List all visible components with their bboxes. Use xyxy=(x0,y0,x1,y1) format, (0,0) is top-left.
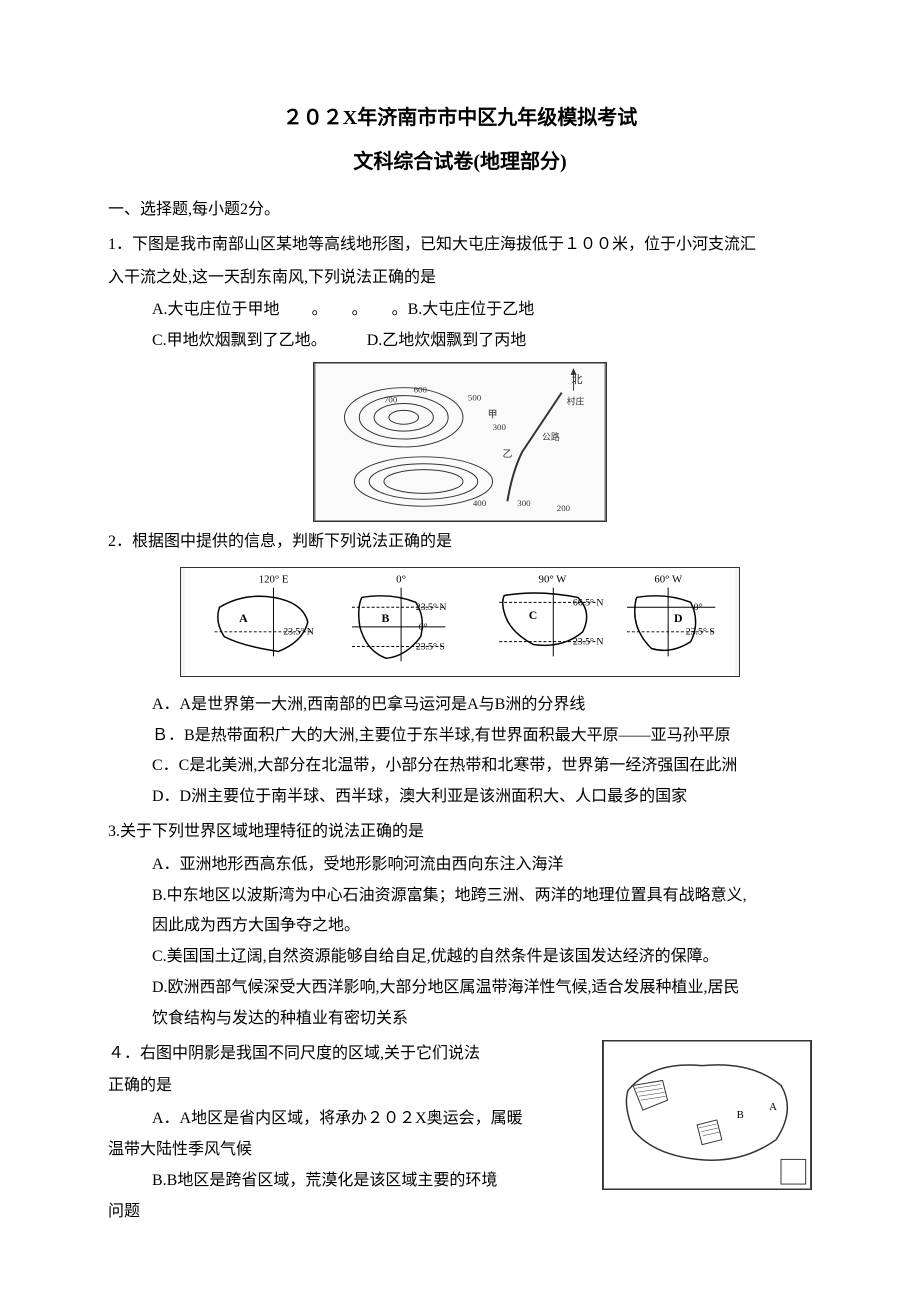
continents-map-icon: 120° E 23.5° N A 0° 23.5° N 0° 23.5° S B xyxy=(181,568,739,676)
q4-china-map-image: B A xyxy=(602,1040,812,1190)
contour-map-icon: 甲 乙 700 600 500 300 400 300 200 北 村庄 公路 xyxy=(314,363,606,521)
q3-stem: 3.关于下列世界区域地理特征的说法正确的是 xyxy=(108,818,812,847)
svg-text:600: 600 xyxy=(414,385,428,395)
svg-text:A: A xyxy=(239,612,248,625)
q4-option-b-line2: 问题 xyxy=(108,1198,812,1227)
svg-text:D: D xyxy=(674,612,683,625)
q2-stem: 2．根据图中提供的信息，判断下列说法正确的是 xyxy=(108,528,812,557)
q3-option-d-line2: 饮食结构与发达的种植业有密切关系 xyxy=(152,1005,812,1034)
question-4: B A ４．右图中阴影是我国不同尺度的区域,关于它们说法 正确的是 A．A地区是… xyxy=(108,1040,812,1229)
q1-option-b: B.大屯庄位于乙地 xyxy=(408,301,535,318)
q1-stem-line2: 入干流之处,这一天刮东南风,下列说法正确的是 xyxy=(108,264,812,293)
svg-text:66.5° N: 66.5° N xyxy=(573,597,604,608)
svg-text:0°: 0° xyxy=(396,574,406,586)
svg-text:700: 700 xyxy=(384,394,398,404)
q1-stem-line1: 1．下图是我市南部山区某地等高线地形图，已知大屯庄海拔低于１００米，位于小河支流… xyxy=(108,231,812,260)
q3-option-a: A．亚洲地形西高东低，受地形影响河流由西向东注入海洋 xyxy=(152,851,812,880)
section-1-header: 一、选择题,每小题2分。 xyxy=(108,196,812,225)
china-map-icon: B A xyxy=(603,1041,811,1189)
q2-option-c: C．C是北美洲,大部分在北温带，小部分在热带和北寒带，世界第一经济强国在此洲 xyxy=(152,752,812,781)
exam-subtitle: 文科综合试卷(地理部分) xyxy=(108,144,812,180)
svg-text:公路: 公路 xyxy=(542,431,560,442)
svg-text:120° E: 120° E xyxy=(259,574,289,586)
q2-continents-image: 120° E 23.5° N A 0° 23.5° N 0° 23.5° S B xyxy=(180,567,740,677)
svg-text:300: 300 xyxy=(493,422,507,432)
svg-text:B: B xyxy=(737,1109,744,1121)
question-3: 3.关于下列世界区域地理特征的说法正确的是 A．亚洲地形西高东低，受地形影响河流… xyxy=(108,818,812,1034)
q3-option-b-line1: B.中东地区以波斯湾为中心石油资源富集；地跨三洲、两洋的地理位置具有战略意义, xyxy=(152,882,812,911)
q1-options-row1: A.大屯庄位于甲地 。 。 。B.大屯庄位于乙地 xyxy=(152,296,812,325)
svg-text:500: 500 xyxy=(468,393,482,403)
spacer: 。 xyxy=(311,332,367,349)
exam-title: ２０２X年济南市市中区九年级模拟考试 xyxy=(108,100,812,136)
q3-option-d-line1: D.欧洲西部气候深受大西洋影响,大部分地区属温带海洋性气候,适合发展种植业,居民 xyxy=(152,974,812,1003)
svg-text:90° W: 90° W xyxy=(539,574,568,586)
svg-text:400: 400 xyxy=(473,498,487,508)
q2-option-d: D．D洲主要位于南半球、西半球，澳大利亚是该洲面积大、人口最多的国家 xyxy=(152,783,812,812)
q1-option-a: A.大屯庄位于甲地 xyxy=(152,301,280,318)
svg-text:23.5° S: 23.5° S xyxy=(686,627,715,638)
svg-text:23.5° N: 23.5° N xyxy=(573,636,604,647)
svg-text:60° W: 60° W xyxy=(654,574,683,586)
q2-option-a: A．A是世界第一大洲,西南部的巴拿马运河是A与B洲的分界线 xyxy=(152,691,812,720)
q1-option-d: D.乙地炊烟飘到了丙地 xyxy=(367,332,527,349)
q2-option-b: Ｂ．B是热带面积广大的大洲,主要位于东半球,有世界面积最大平原——亚马孙平原 xyxy=(152,722,812,751)
q3-option-c: C.美国国土辽阔,自然资源能够自给自足,优越的自然条件是该国发达经济的保障。 xyxy=(152,943,812,972)
svg-text:200: 200 xyxy=(557,503,571,513)
svg-text:C: C xyxy=(529,609,538,622)
svg-text:B: B xyxy=(381,612,389,625)
svg-text:23.5° S: 23.5° S xyxy=(416,641,445,652)
svg-text:0°: 0° xyxy=(419,622,428,633)
svg-text:A: A xyxy=(769,1101,777,1113)
question-1: 1．下图是我市南部山区某地等高线地形图，已知大屯庄海拔低于１００米，位于小河支流… xyxy=(108,231,812,522)
q3-option-b-line2: 因此成为西方大国争夺之地。 xyxy=(152,912,812,941)
svg-text:乙: 乙 xyxy=(502,448,512,460)
question-2: 2．根据图中提供的信息，判断下列说法正确的是 120° E 23.5° N A … xyxy=(108,528,812,812)
svg-text:甲: 甲 xyxy=(488,409,498,420)
svg-text:村庄: 村庄 xyxy=(567,395,585,406)
svg-text:23.5° N: 23.5° N xyxy=(283,627,314,638)
q1-contour-map-image: 甲 乙 700 600 500 300 400 300 200 北 村庄 公路 xyxy=(313,362,607,522)
spacer: 。 。 。 xyxy=(280,301,408,318)
q1-option-c: C.甲地炊烟飘到了乙地 xyxy=(152,332,311,349)
q1-options-row2: C.甲地炊烟飘到了乙地。 D.乙地炊烟飘到了丙地 xyxy=(152,327,812,356)
svg-text:300: 300 xyxy=(517,498,531,508)
